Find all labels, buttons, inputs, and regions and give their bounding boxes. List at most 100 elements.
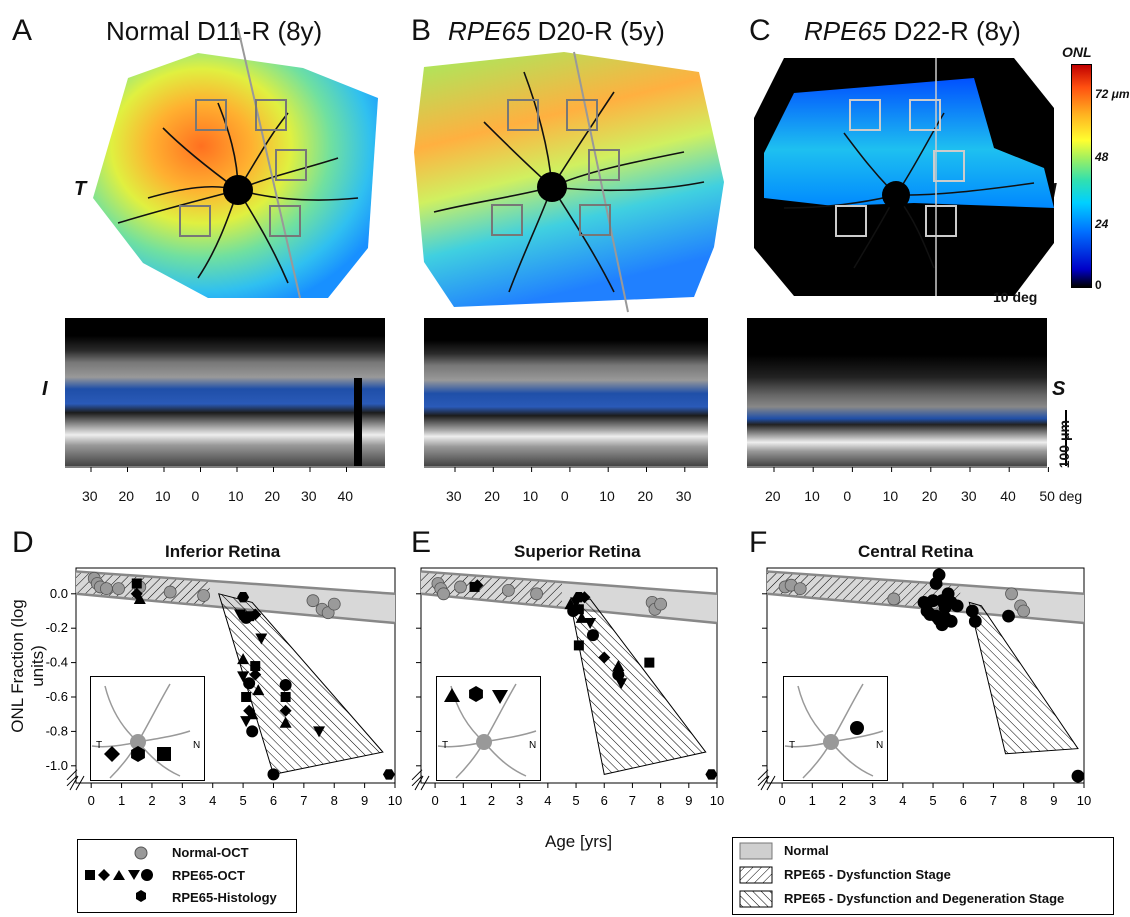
oct-tick-label: 10 [155, 488, 171, 504]
inset-marker [131, 746, 145, 762]
x-tick-label: 7 [629, 793, 636, 808]
data-point [575, 611, 588, 623]
y-tick-label: -0.8 [46, 723, 68, 738]
data-point [615, 678, 628, 690]
data-point [306, 594, 320, 608]
inset-label-t: T [789, 740, 795, 751]
oct-tick-label: 0 [560, 488, 569, 504]
data-point [237, 671, 250, 683]
panel-letter-c: C [749, 14, 771, 47]
inset-marker [850, 721, 864, 735]
inset-marker [444, 688, 460, 702]
data-point [249, 608, 262, 621]
data-point [249, 668, 262, 681]
data-point [313, 726, 326, 738]
data-point [950, 599, 964, 613]
data-point [793, 582, 807, 596]
x-tick-label: 8 [331, 793, 338, 808]
panel-c-gene: RPE65 [804, 16, 887, 46]
colorbar-tick-48: 48 [1095, 150, 1109, 164]
oct-tick-label: 20 [484, 488, 500, 504]
inset-optic-disc [823, 734, 839, 750]
legend-degeneration-swatch [739, 890, 773, 908]
x-tick-label: 10 [710, 793, 724, 808]
inset-marker [104, 746, 120, 762]
data-point [584, 618, 597, 630]
inset-label-n: N [529, 740, 536, 751]
inset-marker [492, 690, 508, 704]
colorbar-tick-24: 24 [1095, 217, 1109, 231]
axis-break-x [69, 775, 85, 791]
oct-tick-label: 20 [921, 488, 938, 504]
legend-degeneration: RPE65 - Dysfunction and Degeneration Sta… [784, 891, 1065, 906]
data-point [280, 692, 291, 702]
oct-tick-label: 10 [522, 488, 539, 504]
data-point [437, 587, 450, 601]
y-tick-label: -0.2 [46, 620, 68, 635]
panel-letter-e: E [411, 526, 432, 559]
oct-tick-label: 30 [675, 488, 692, 504]
data-point [279, 716, 292, 728]
inset-frame [436, 676, 541, 781]
panel-letter-a: A [12, 14, 33, 47]
y-tick-label: -0.4 [46, 655, 68, 670]
oct-tick-label: 20 [765, 488, 781, 504]
data-point [99, 582, 113, 596]
legend-dysfunction: RPE65 - Dysfunction Stage [784, 867, 951, 882]
data-point [237, 592, 250, 603]
oct-tick-label: 40 [1000, 488, 1016, 504]
plot-frame [766, 567, 1085, 784]
oct-tick-label: 0 [191, 488, 200, 504]
inset-frame [90, 676, 205, 781]
data-point [237, 653, 250, 665]
legend-normal-oct: Normal-OCT [172, 845, 249, 860]
label-superior: S [1052, 378, 1066, 400]
x-tick-label: 0 [431, 793, 438, 808]
data-point [163, 585, 177, 599]
data-point [573, 604, 584, 615]
x-tick-label: 3 [869, 793, 876, 808]
oct-tick-label: 0 [843, 488, 852, 504]
x-tick-label: 10 [388, 793, 402, 808]
normal-upper-line [75, 570, 396, 596]
optic-disc-a [223, 175, 253, 205]
oct-scale [1065, 410, 1067, 466]
oct-scan-b [424, 318, 708, 466]
x-tick-label: 6 [601, 793, 608, 808]
x-tick-label: 0 [88, 793, 95, 808]
data-point [133, 592, 146, 604]
axis-break-y [411, 769, 423, 787]
data-point [279, 678, 292, 691]
data-point [1017, 604, 1031, 618]
legend-stages [732, 837, 1114, 915]
map-c-area [764, 78, 1054, 208]
sample-boxes-b [491, 99, 620, 236]
panel-b-title: RPE65 D20-R (5y) [448, 16, 665, 47]
x-tick-label: 9 [361, 793, 368, 808]
data-point [279, 704, 292, 717]
onl-map-b [414, 51, 724, 313]
data-point [243, 677, 256, 690]
oct-tick-label: 10 [804, 488, 820, 504]
oct-tick-label: 40 [337, 488, 354, 504]
data-point [471, 579, 484, 592]
data-point [250, 661, 261, 672]
axis-break-x [760, 775, 776, 791]
colorbar [1071, 64, 1092, 288]
axis-break-x [414, 775, 430, 791]
x-tick-label: 1 [460, 793, 467, 808]
x-tick-label: 5 [572, 793, 579, 808]
data-point [112, 582, 125, 596]
oct-scan-a [65, 318, 385, 466]
legend-stages-icons [739, 842, 773, 908]
y-tick-label: 0.0 [50, 586, 68, 601]
data-point [234, 609, 247, 621]
legend-normal-swatch [739, 842, 773, 860]
data-point [1002, 609, 1015, 623]
inset-label-n: N [876, 740, 883, 751]
legend-markers-icons [85, 846, 153, 902]
x-tick-label: 7 [990, 793, 997, 808]
inset-marker [469, 686, 483, 702]
panel-c-title: RPE65 D22-R (8y) [804, 16, 1021, 47]
